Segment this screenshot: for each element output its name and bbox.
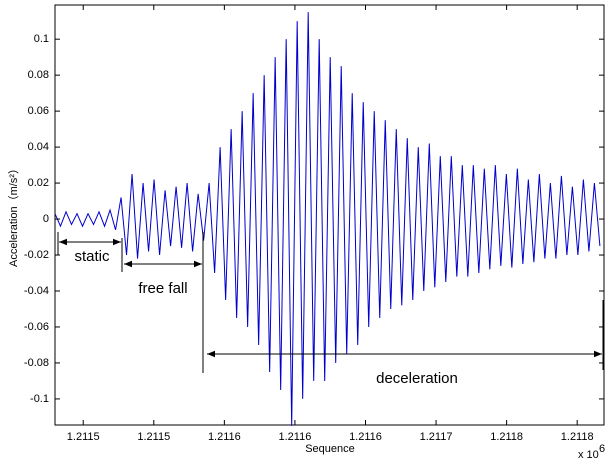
data-line [54, 12, 601, 426]
y-tick-label: 0 [43, 213, 49, 225]
y-tick-label: -0.1 [30, 393, 49, 405]
y-tick-label: 0.1 [34, 33, 49, 45]
plot-area [54, 4, 605, 426]
y-tick-label: -0.04 [24, 285, 49, 297]
plot-layer [54, 12, 601, 426]
x-tick-label: 1.2115 [67, 431, 100, 443]
x-tick-label: 1.2118 [490, 431, 523, 443]
axis-multiplier-exponent: 6 [599, 443, 605, 455]
annotation: free fall [138, 280, 187, 297]
x-axis-label: Sequence [305, 443, 355, 455]
x-tick-label: 1.2116 [208, 431, 241, 443]
x-tick-label: 1.2116 [279, 431, 312, 443]
y-tick-label: 0.06 [28, 105, 49, 117]
y-tick-label: 0.04 [28, 141, 49, 153]
annotation: deceleration [376, 370, 458, 387]
x-tick-label: 1.2117 [420, 431, 453, 443]
y-tick-label: 0.08 [28, 69, 49, 81]
axis-multiplier: x 10 [578, 449, 599, 461]
y-tick-label: -0.02 [24, 249, 49, 261]
annotation: static [74, 248, 110, 265]
y-axis-label: Acceleration（m/s²） [7, 163, 20, 267]
y-tick-label: 0.02 [28, 177, 49, 189]
y-tick-label: -0.08 [24, 357, 49, 369]
x-tick-label: 1.2115 [137, 431, 170, 443]
x-tick-label: 1.2116 [349, 431, 382, 443]
annotation-arrows [57, 232, 604, 373]
x-tick-label: 1.2118 [561, 431, 594, 443]
y-tick-label: -0.06 [24, 321, 49, 333]
